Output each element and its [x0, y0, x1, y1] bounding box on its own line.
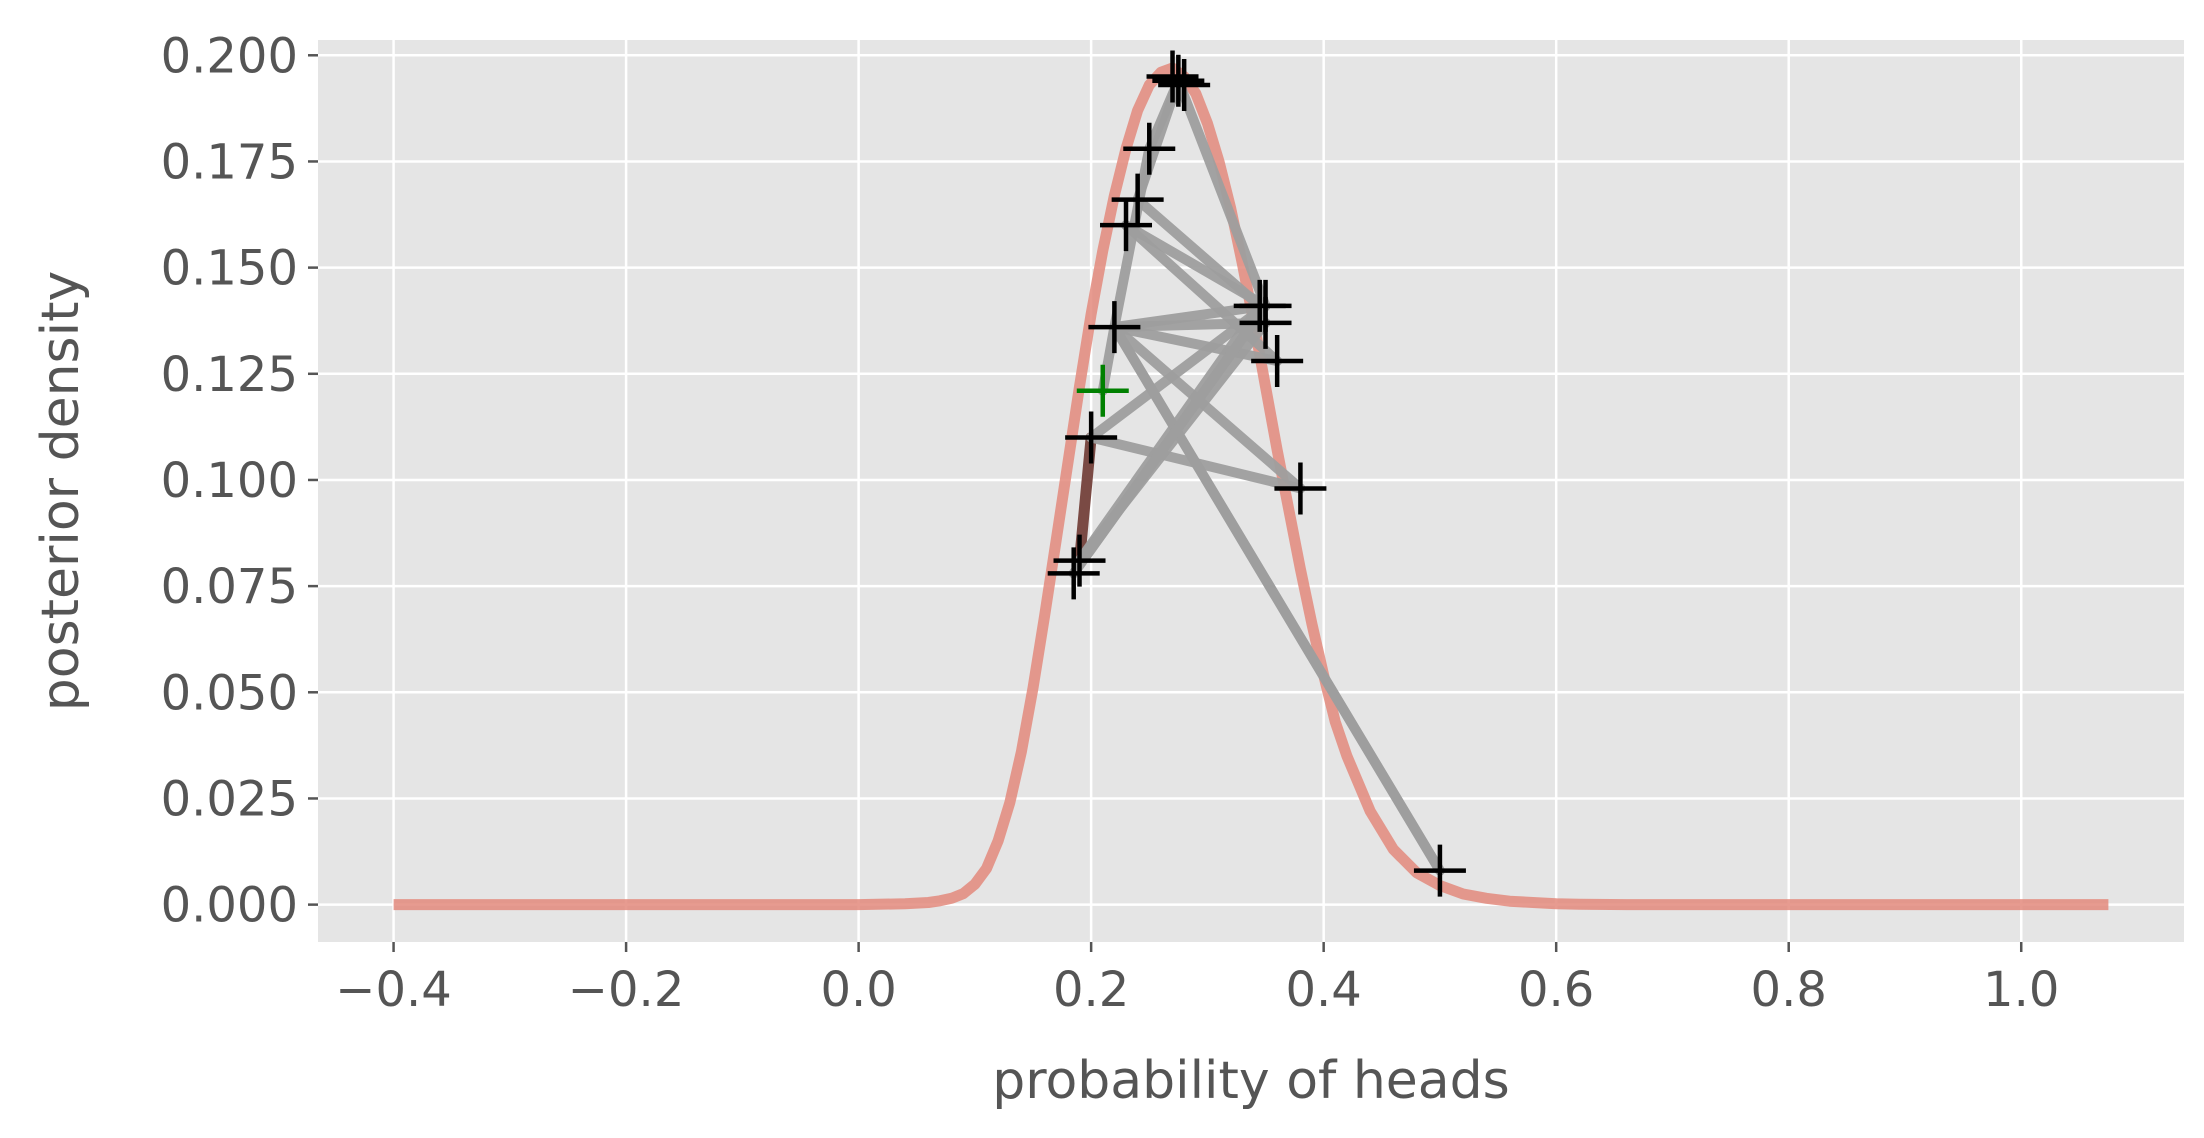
sample-marker [1274, 462, 1327, 515]
sample-marker [1088, 301, 1141, 354]
sample-marker [1053, 534, 1106, 587]
sample-marker [1100, 199, 1153, 252]
plot-background [318, 40, 2184, 942]
x-tick-label: −0.2 [568, 962, 685, 1018]
y-tick-label: 0.075 [161, 559, 298, 615]
sample-marker [1123, 122, 1176, 175]
y-tick-label: 0.050 [161, 665, 298, 721]
x-tick-label: 0.0 [820, 962, 896, 1018]
y-tick-label: 0.200 [161, 28, 298, 84]
sampler-path-segment [1109, 322, 1445, 876]
sampler-path-segment [1109, 322, 1283, 367]
sample-marker [1146, 50, 1199, 103]
start-sample-marker [1076, 364, 1129, 417]
x-tick-label: 0.6 [1518, 962, 1594, 1018]
x-tick-label: 0.2 [1053, 962, 1129, 1018]
sample-marker [1239, 279, 1292, 332]
x-tick-label: 1.0 [1983, 962, 2059, 1018]
sampler-path-segment [1173, 75, 1271, 311]
x-axis-label: probability of heads [992, 1051, 1510, 1111]
sample-marker [1251, 335, 1304, 388]
y-tick-label: 0.150 [161, 241, 298, 297]
x-tick-label: 0.8 [1751, 962, 1827, 1018]
sampler-path-segment [1121, 220, 1283, 367]
sampler-path-segment [1109, 143, 1155, 333]
sample-marker [1413, 844, 1466, 897]
sample-markers [1047, 50, 1466, 897]
sampler-path-segment [1109, 322, 1306, 494]
sampler-path-segment [1068, 300, 1271, 579]
sampler-path-segment [1121, 220, 1271, 311]
sample-marker [1158, 59, 1211, 112]
axis-ticks: −0.4 −0.2 0.0 0.2 0.4 0.6 0.8 1.0 0.000 0.025 0.05… [161, 28, 2060, 1018]
sampler-path-segment [1109, 300, 1271, 333]
y-tick-label: 0.100 [161, 453, 298, 509]
sample-marker [1047, 547, 1100, 600]
y-tick-label: 0.175 [161, 134, 298, 190]
sample-marker [1111, 173, 1164, 226]
y-tick-label: 0.125 [161, 347, 298, 403]
x-tick-label: −0.4 [335, 962, 452, 1018]
sample-marker [1065, 411, 1118, 464]
y-tick-label: 0.000 [161, 878, 298, 934]
sampler-path [1068, 75, 1445, 876]
y-tick-label: 0.025 [161, 771, 298, 827]
y-axis-label: posterior density [31, 271, 91, 712]
x-tick-label: 0.4 [1285, 962, 1361, 1018]
sample-marker [1152, 54, 1205, 107]
